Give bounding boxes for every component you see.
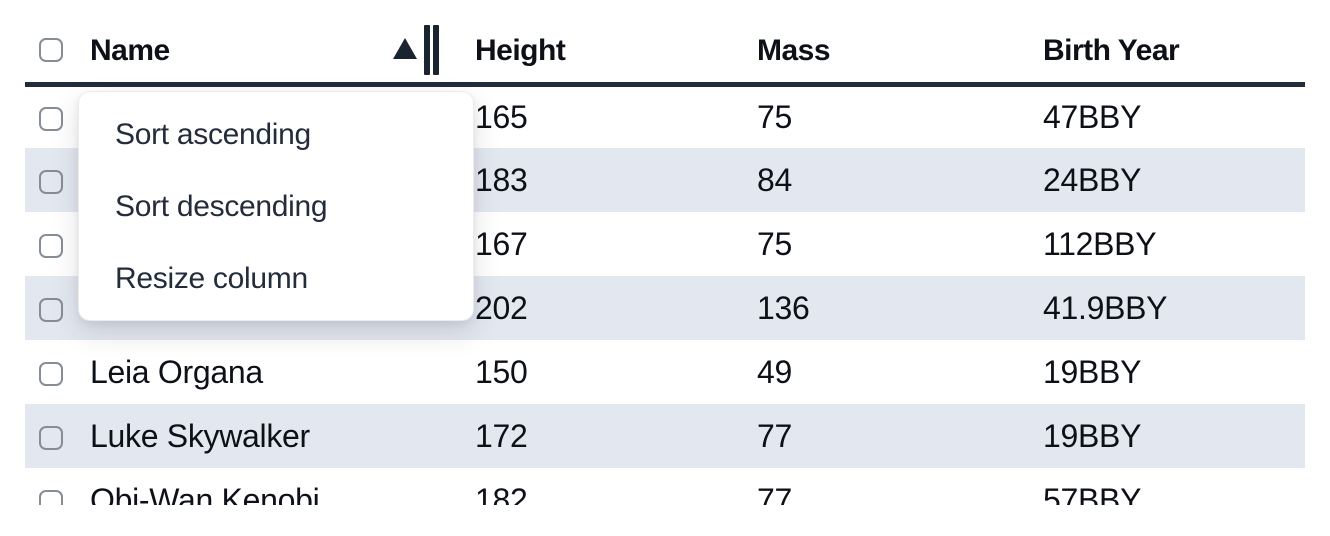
- cell-birthyear: 19BBY: [1043, 417, 1142, 454]
- table-row: Luke Skywalker 172 77 19BBY: [25, 404, 1305, 468]
- cell-birthyear: 112BBY: [1043, 225, 1157, 262]
- table-body: 165 75 47BBY 183 84 24BBY 167 75 112BBY 202 136 41.…: [25, 84, 1305, 505]
- column-resize-handle-icon[interactable]: [424, 25, 439, 75]
- header-row: Name Height Mass Birth Year: [25, 0, 1305, 87]
- row-select-cell: [25, 404, 76, 468]
- row-select-cell: [25, 276, 76, 340]
- column-header-mass[interactable]: Mass: [742, 0, 1028, 87]
- row-select-cell: [25, 84, 76, 148]
- row-checkbox[interactable]: [39, 298, 63, 323]
- cell-name: Leia Organa: [90, 353, 263, 390]
- column-header-name-label: Name: [90, 34, 170, 68]
- column-menu: Sort ascending Sort descending Resize colu…: [78, 91, 474, 321]
- cell-birthyear: 24BBY: [1043, 161, 1142, 198]
- cell-height: 165: [475, 98, 528, 135]
- select-all-checkbox[interactable]: [39, 38, 63, 63]
- row-checkbox[interactable]: [39, 107, 63, 132]
- cell-mass: 84: [757, 161, 792, 198]
- row-checkbox[interactable]: [39, 490, 63, 505]
- row-checkbox[interactable]: [39, 234, 63, 259]
- cell-birthyear: 41.9BBY: [1043, 289, 1168, 326]
- cell-height: 172: [475, 417, 528, 454]
- cell-mass: 77: [757, 417, 792, 454]
- table-row: Leia Organa 150 49 19BBY: [25, 340, 1305, 404]
- table-row: 167 75 112BBY: [25, 212, 1305, 276]
- cell-height: 167: [475, 225, 528, 262]
- table-viewport: Name Height Mass Birth Year 165 75 47BBY 18…: [25, 0, 1305, 505]
- row-select-cell: [25, 468, 76, 505]
- table-row: 165 75 47BBY: [25, 84, 1305, 148]
- row-select-cell: [25, 212, 76, 276]
- row-checkbox[interactable]: [39, 426, 63, 451]
- row-checkbox[interactable]: [39, 170, 63, 195]
- select-all-cell: [25, 0, 76, 87]
- cell-mass: 75: [757, 98, 792, 135]
- cell-height: 150: [475, 353, 528, 390]
- menu-item-resize-column[interactable]: Resize column: [115, 262, 308, 295]
- cell-height: 202: [475, 289, 528, 326]
- row-checkbox[interactable]: [39, 362, 63, 387]
- menu-item-sort-descending[interactable]: Sort descending: [115, 190, 328, 223]
- table-row: Obi-Wan Kenobi 182 77 57BBY: [25, 468, 1305, 505]
- column-header-birth-year[interactable]: Birth Year: [1028, 0, 1305, 87]
- sort-ascending-icon: [393, 38, 417, 59]
- characters-table: Name Height Mass Birth Year 165 75 47BBY 18…: [25, 0, 1305, 505]
- menu-item-sort-ascending[interactable]: Sort ascending: [115, 118, 311, 151]
- column-header-height[interactable]: Height: [460, 0, 742, 87]
- cell-mass: 75: [757, 225, 792, 262]
- cell-height: 183: [475, 161, 528, 198]
- cell-birthyear: 19BBY: [1043, 353, 1142, 390]
- cell-mass: 77: [757, 481, 792, 506]
- row-select-cell: [25, 148, 76, 212]
- column-header-name[interactable]: Name: [76, 0, 460, 87]
- cell-birthyear: 57BBY: [1043, 481, 1142, 506]
- cell-mass: 136: [757, 289, 810, 326]
- cell-birthyear: 47BBY: [1043, 98, 1142, 135]
- cell-name: Luke Skywalker: [90, 417, 310, 454]
- row-select-cell: [25, 340, 76, 404]
- cell-height: 182: [475, 481, 528, 506]
- cell-mass: 49: [757, 353, 792, 390]
- cell-name: Obi-Wan Kenobi: [90, 481, 320, 506]
